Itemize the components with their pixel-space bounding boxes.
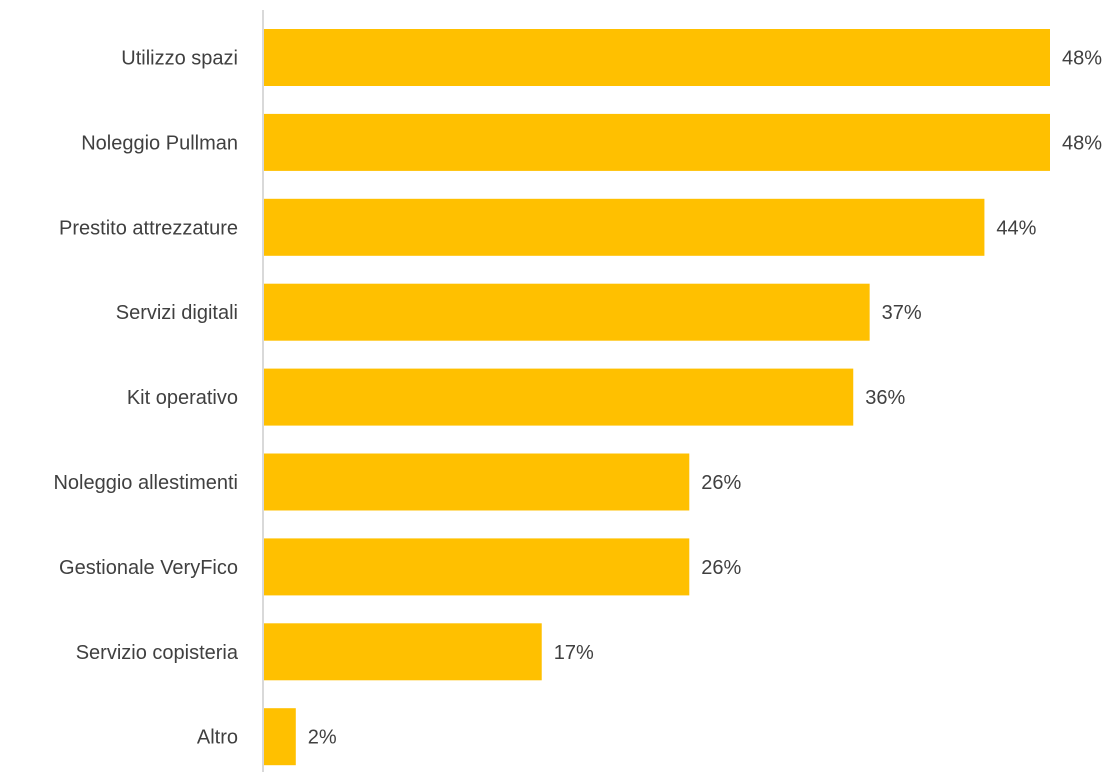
bar-2 <box>263 198 985 256</box>
bars-group <box>263 29 1050 766</box>
category-labels-group: Utilizzo spazi Noleggio Pullman Prestito a… <box>53 48 238 749</box>
value-label: 17% <box>554 642 594 664</box>
bar-1 <box>263 113 1050 171</box>
category-label: Servizio copisteria <box>76 642 239 664</box>
category-label: Kit operativo <box>127 387 238 409</box>
value-label: 26% <box>701 472 741 494</box>
category-label: Servizi digitali <box>116 302 238 324</box>
value-labels-group: 48% 48% 44% 37% 36% 26% 26% 17% 2% <box>308 48 1102 749</box>
category-label: Utilizzo spazi <box>121 48 238 70</box>
bar-8 <box>263 708 296 766</box>
bar-3 <box>263 283 870 341</box>
category-label: Prestito attrezzature <box>59 217 238 239</box>
value-label: 2% <box>308 727 337 749</box>
bar-6 <box>263 538 690 596</box>
category-label: Altro <box>197 727 238 749</box>
category-label: Noleggio Pullman <box>81 132 238 154</box>
category-label: Noleggio allestimenti <box>53 472 238 494</box>
value-label: 48% <box>1062 132 1102 154</box>
bar-0 <box>263 29 1050 86</box>
bar-5 <box>263 453 690 511</box>
value-label: 48% <box>1062 48 1102 70</box>
value-label: 36% <box>865 387 905 409</box>
bar-7 <box>263 623 542 681</box>
category-label: Gestionale VeryFico <box>59 557 238 579</box>
value-label: 26% <box>701 557 741 579</box>
value-label: 44% <box>996 217 1036 239</box>
value-label: 37% <box>882 302 922 324</box>
bar-4 <box>263 368 854 426</box>
